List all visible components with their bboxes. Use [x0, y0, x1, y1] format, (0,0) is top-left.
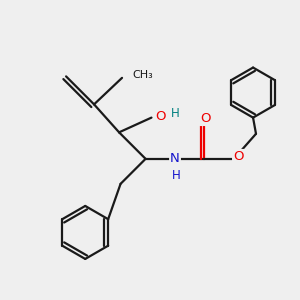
Text: H: H — [171, 107, 180, 120]
Text: O: O — [155, 110, 166, 123]
Text: O: O — [233, 150, 244, 163]
Text: N: N — [170, 152, 180, 165]
Text: CH₃: CH₃ — [132, 70, 153, 80]
Text: H: H — [172, 169, 180, 182]
Text: O: O — [200, 112, 210, 125]
